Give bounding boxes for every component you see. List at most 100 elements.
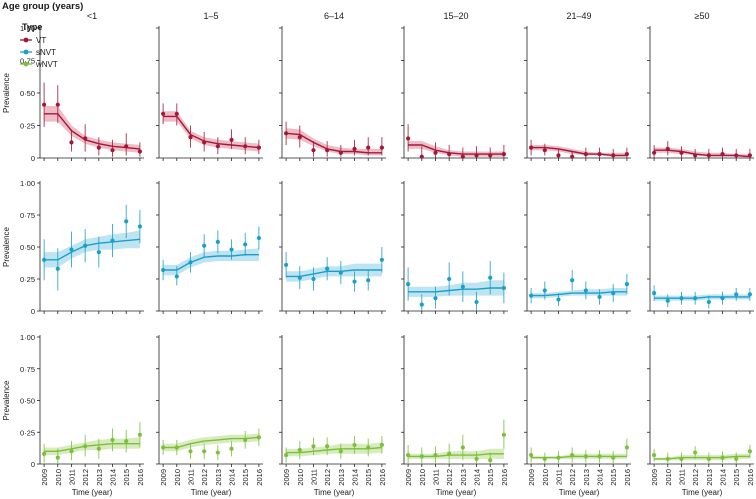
fit-line [654, 455, 750, 460]
data-point [124, 439, 129, 444]
data-point [570, 453, 575, 458]
data-point [379, 442, 384, 448]
age-group-label: 1–5 [203, 11, 218, 21]
fit-line [408, 453, 504, 458]
series-sNVT-panel [284, 247, 384, 292]
data-point [284, 131, 289, 136]
data-point [652, 150, 657, 155]
data-point [83, 136, 88, 141]
data-point [311, 148, 316, 153]
x-tick-label: 2015 [732, 469, 741, 486]
data-point [488, 153, 493, 158]
data-point [55, 102, 60, 107]
age-group-label: 6–14 [324, 11, 344, 21]
data-point [42, 451, 47, 456]
data-point [215, 450, 220, 455]
series-wNVT-panel [529, 438, 629, 464]
data-point [406, 282, 411, 287]
series-sNVT-panel [161, 226, 261, 286]
age-group-label: <1 [87, 11, 97, 21]
data-point [229, 137, 234, 142]
data-point [570, 154, 575, 159]
data-point [297, 275, 302, 280]
data-point [597, 454, 602, 459]
data-point [338, 270, 343, 275]
data-point [229, 446, 234, 451]
data-point [311, 444, 316, 449]
y-tick-label: 0 [31, 460, 35, 469]
x-tick-label: 2015 [364, 469, 373, 486]
x-tick-label: 2011 [67, 469, 76, 485]
data-point [243, 144, 248, 149]
x-tick-label: 2014 [473, 469, 482, 486]
x-tick-label: 2014 [109, 469, 118, 486]
data-point [352, 442, 357, 448]
x-tick-label: 2011 [309, 469, 318, 485]
data-point [338, 150, 343, 155]
data-point [720, 296, 725, 301]
data-point [611, 153, 616, 158]
data-point [419, 302, 424, 307]
data-point [556, 153, 561, 158]
data-point [96, 446, 101, 451]
fit-line [531, 291, 627, 297]
y-tick-label: 0 [31, 154, 35, 163]
data-point [69, 140, 74, 145]
data-point [110, 148, 115, 153]
data-point [447, 276, 452, 282]
data-point [406, 136, 411, 141]
data-point [96, 145, 101, 150]
data-point [433, 150, 438, 155]
data-point [665, 146, 670, 151]
data-point [188, 260, 193, 265]
fit-line [44, 238, 140, 261]
series-wNVT-panel [161, 428, 261, 461]
x-tick-label: 2010 [54, 469, 63, 486]
data-point [679, 296, 684, 301]
y-axis-title: Prevalence [2, 72, 11, 113]
data-point [583, 152, 588, 157]
data-point [501, 285, 506, 291]
data-point [624, 282, 629, 287]
fit-line [163, 253, 259, 271]
data-point [229, 247, 234, 252]
data-point [69, 247, 74, 252]
data-point [55, 266, 60, 271]
data-point [652, 453, 657, 458]
figure-title: Age group (years) [2, 1, 83, 12]
fit-line [654, 149, 750, 158]
x-tick-label: 2016 [500, 469, 509, 486]
data-point [460, 284, 465, 289]
data-point [665, 298, 670, 303]
confidence-band [408, 280, 504, 297]
data-point [747, 449, 752, 454]
x-tick-label: 2011 [554, 469, 563, 485]
x-tick-label: 2012 [323, 469, 332, 486]
data-point [406, 453, 411, 458]
panel-grid: <1 1–5 6–14 15–20 21–49 ≥50 0 0·25 0·50 0·75 1·00 P… [2, 11, 755, 497]
y-tick-label: 0·75 [20, 365, 35, 374]
data-point [366, 278, 371, 283]
x-tick-label: 2010 [541, 469, 550, 486]
data-point [734, 456, 739, 462]
x-tick-label: 2011 [677, 469, 686, 485]
x-tick-label: 2016 [746, 469, 755, 486]
data-point [188, 135, 193, 140]
data-point [379, 257, 384, 262]
data-point [215, 239, 220, 244]
x-tick-label: 2010 [173, 469, 182, 486]
legend: Type VT sNVT wNVT [20, 22, 58, 69]
data-point [693, 450, 698, 455]
confidence-band [408, 141, 504, 157]
fit-line [286, 446, 382, 454]
fit-line [408, 287, 504, 293]
data-point [42, 257, 47, 262]
data-point [474, 153, 479, 158]
data-point [174, 111, 179, 116]
legend-marker [23, 37, 29, 43]
x-tick-label: 2009 [404, 469, 413, 486]
fit-line [654, 296, 750, 299]
x-tick-label: 2012 [445, 469, 454, 486]
data-point [734, 153, 739, 158]
